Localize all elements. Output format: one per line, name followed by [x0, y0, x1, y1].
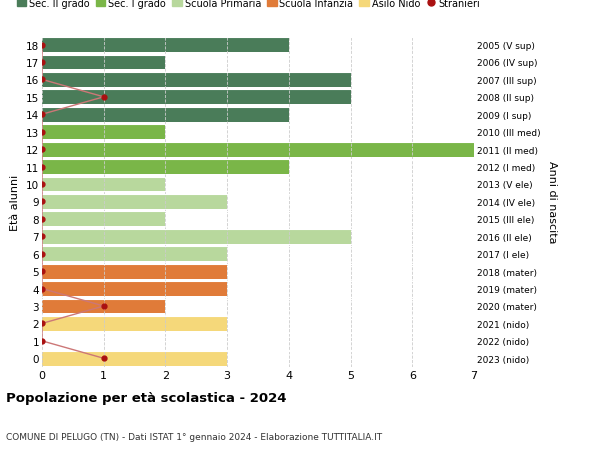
Bar — [42, 230, 350, 244]
Bar — [42, 160, 289, 174]
Bar — [42, 90, 350, 105]
Bar — [42, 299, 166, 313]
Bar — [42, 281, 227, 297]
Bar — [42, 38, 289, 53]
Bar — [42, 177, 166, 192]
Bar — [42, 247, 227, 262]
Bar — [42, 125, 166, 140]
Bar — [42, 195, 227, 209]
Bar — [42, 56, 166, 70]
Bar — [42, 73, 350, 88]
Bar — [42, 212, 166, 227]
Bar — [42, 107, 289, 123]
Bar — [42, 142, 474, 157]
Text: COMUNE DI PELUGO (TN) - Dati ISTAT 1° gennaio 2024 - Elaborazione TUTTITALIA.IT: COMUNE DI PELUGO (TN) - Dati ISTAT 1° ge… — [6, 431, 382, 441]
Legend: Sec. II grado, Sec. I grado, Scuola Primaria, Scuola Infanzia, Asilo Nido, Stran: Sec. II grado, Sec. I grado, Scuola Prim… — [17, 0, 481, 9]
Bar — [42, 264, 227, 279]
Text: Popolazione per età scolastica - 2024: Popolazione per età scolastica - 2024 — [6, 391, 287, 404]
Bar — [42, 316, 227, 331]
Bar — [42, 351, 227, 366]
Y-axis label: Anni di nascita: Anni di nascita — [547, 161, 557, 243]
Y-axis label: Età alunni: Età alunni — [10, 174, 20, 230]
